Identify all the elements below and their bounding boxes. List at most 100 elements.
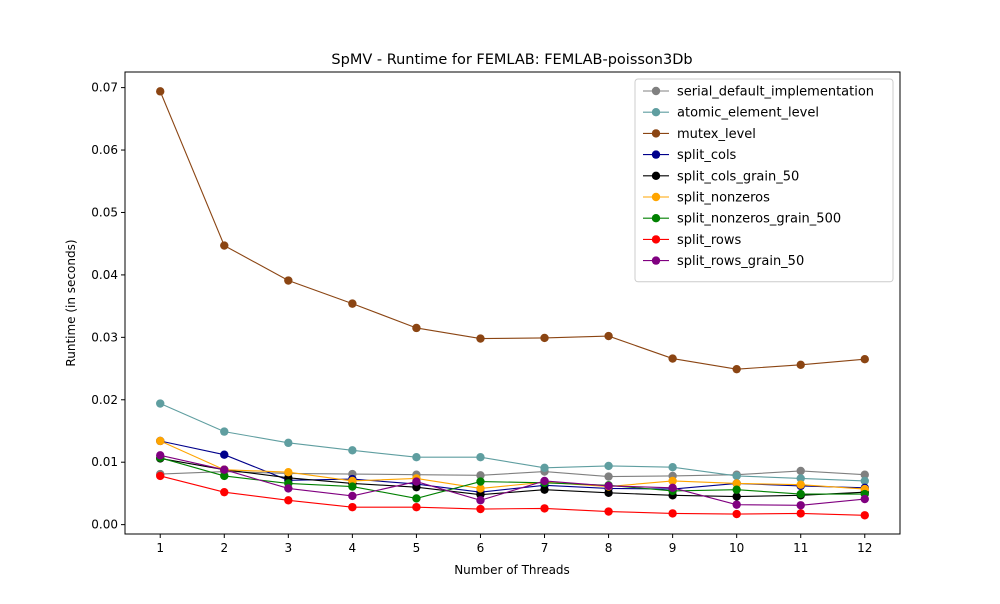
x-tick-label: 11 bbox=[793, 541, 808, 555]
data-point bbox=[796, 466, 805, 476]
data-point bbox=[796, 480, 805, 489]
series-line bbox=[160, 454, 865, 506]
data-point bbox=[732, 479, 741, 488]
data-point bbox=[348, 482, 357, 491]
y-tick-label: 0.05 bbox=[91, 205, 118, 219]
x-tick-label: 2 bbox=[220, 541, 228, 555]
data-point bbox=[412, 494, 421, 503]
series-line bbox=[159, 91, 865, 370]
series-line bbox=[160, 440, 865, 493]
legend-item: split_rows bbox=[643, 233, 741, 248]
y-tick-label: 0.02 bbox=[91, 393, 118, 407]
legend-item: split_nonzeros bbox=[643, 191, 770, 206]
x-tick-label: 9 bbox=[669, 541, 677, 555]
data-point bbox=[668, 462, 677, 472]
series-split-cols-grain-50 bbox=[156, 454, 869, 501]
plot-area-frame bbox=[124, 71, 901, 535]
data-point bbox=[796, 474, 805, 483]
data-point bbox=[412, 502, 421, 512]
x-tick-label: 7 bbox=[541, 541, 549, 555]
data-point bbox=[220, 465, 229, 474]
data-point bbox=[604, 507, 613, 516]
legend-label: split_cols bbox=[677, 148, 737, 163]
data-point bbox=[668, 483, 677, 492]
legend: serial_default_implementation atomic_elem… bbox=[634, 78, 894, 283]
series-serial-default-implementation bbox=[156, 466, 869, 481]
legend-item: split_nonzeros_grain_500 bbox=[643, 212, 841, 227]
data-point bbox=[604, 481, 613, 491]
legend-item: split_cols_grain_50 bbox=[643, 169, 799, 184]
series-line bbox=[160, 470, 865, 478]
data-point bbox=[540, 485, 549, 494]
data-point bbox=[796, 501, 805, 510]
data-point bbox=[156, 471, 165, 481]
data-point bbox=[220, 471, 229, 481]
legend-item: split_cols bbox=[643, 148, 737, 163]
data-point bbox=[668, 509, 677, 518]
data-point bbox=[732, 364, 741, 374]
legend-label: split_rows bbox=[677, 233, 741, 248]
data-point bbox=[476, 334, 485, 343]
data-point bbox=[220, 487, 229, 497]
data-point bbox=[860, 470, 869, 479]
series-lines bbox=[156, 87, 869, 520]
x-tick-label: 6 bbox=[477, 541, 485, 555]
data-point bbox=[348, 491, 357, 501]
data-point bbox=[540, 476, 549, 486]
legend-swatch-marker bbox=[651, 129, 661, 138]
data-point bbox=[476, 471, 485, 480]
x-tick-label: 3 bbox=[285, 541, 293, 555]
legend-swatch-marker bbox=[651, 108, 661, 117]
y-tick-label: 0.04 bbox=[91, 268, 118, 282]
data-point bbox=[284, 438, 293, 448]
y-tick-label: 0.00 bbox=[91, 518, 118, 532]
data-point bbox=[348, 502, 357, 512]
data-point bbox=[156, 451, 165, 460]
data-point bbox=[796, 360, 805, 370]
data-point bbox=[220, 427, 229, 436]
data-point bbox=[732, 500, 741, 509]
data-point bbox=[412, 477, 421, 486]
data-point bbox=[156, 87, 165, 96]
legend-swatch-marker bbox=[651, 171, 661, 180]
data-point bbox=[540, 504, 549, 513]
data-point bbox=[412, 323, 421, 333]
legend-item: atomic_element_level bbox=[643, 106, 819, 121]
legend-label: split_nonzeros bbox=[677, 191, 770, 206]
y-tick-label: 0.07 bbox=[91, 81, 118, 95]
x-tick-label: 4 bbox=[349, 541, 357, 555]
data-point bbox=[732, 471, 741, 481]
data-point bbox=[668, 476, 677, 486]
data-point bbox=[476, 504, 485, 514]
legend-swatch-marker bbox=[651, 150, 661, 159]
series-line bbox=[160, 403, 865, 482]
legend-swatch-marker bbox=[651, 86, 661, 96]
series-line bbox=[160, 440, 865, 490]
data-point bbox=[796, 489, 805, 499]
data-point bbox=[860, 354, 869, 364]
data-point bbox=[284, 467, 293, 477]
data-point bbox=[220, 450, 229, 459]
data-point bbox=[732, 509, 741, 519]
series-split-cols bbox=[156, 436, 869, 497]
x-tick-label: 1 bbox=[156, 541, 164, 555]
legend-item: split_rows_grain_50 bbox=[643, 254, 804, 269]
data-point bbox=[476, 477, 485, 486]
series-split-rows bbox=[156, 471, 869, 520]
data-point bbox=[860, 494, 869, 504]
data-point bbox=[668, 354, 677, 363]
series-split-nonzeros-grain-500 bbox=[156, 453, 869, 503]
data-point bbox=[220, 241, 229, 250]
y-tick-label: 0.03 bbox=[91, 330, 118, 344]
series-split-nonzeros bbox=[156, 436, 869, 494]
legend-box bbox=[634, 78, 894, 283]
data-point bbox=[476, 496, 485, 505]
data-point bbox=[860, 476, 869, 486]
data-point bbox=[732, 485, 741, 494]
legend-item: mutex_level bbox=[643, 127, 756, 142]
series-split-rows-grain-50 bbox=[156, 451, 869, 510]
data-point bbox=[348, 446, 357, 455]
legend-item: serial_default_implementation bbox=[643, 85, 874, 100]
legend-swatch-marker bbox=[651, 235, 661, 244]
